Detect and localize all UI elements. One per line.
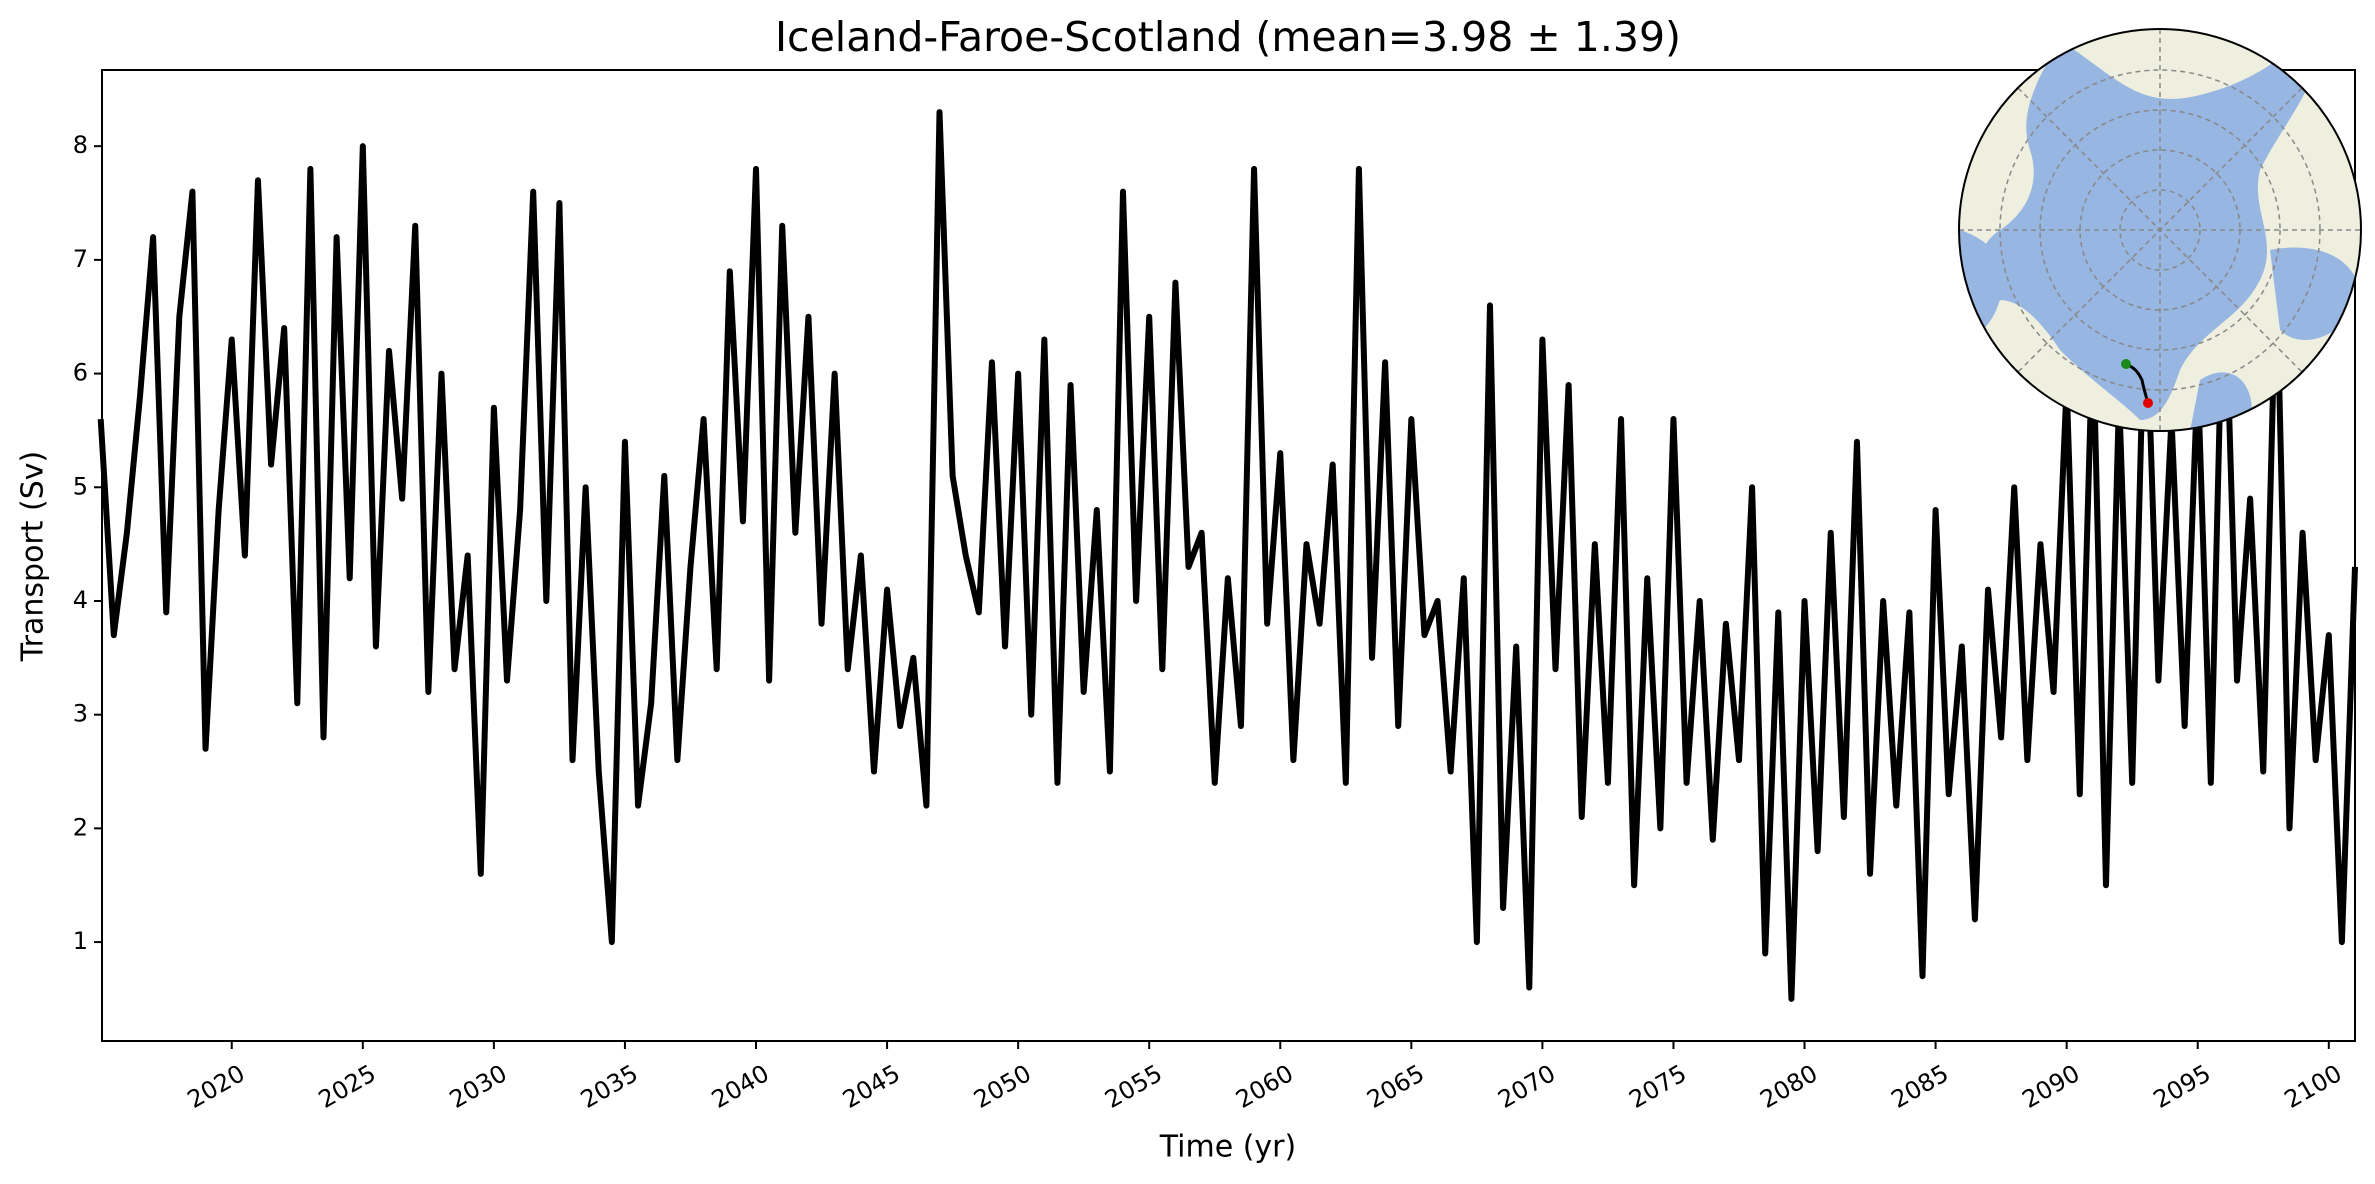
section-line	[2125, 362, 2150, 404]
series-line	[97, 109, 2358, 1002]
x-tick-label: 2075	[1624, 1059, 1691, 1114]
x-tick-label: 2070	[1493, 1059, 1560, 1114]
x-tick-label: 2055	[1100, 1059, 1167, 1114]
chart-title: Iceland-Faroe-Scotland (mean=3.98 ± 1.39…	[775, 13, 1681, 61]
y-axis-label: Transport (Sv)	[16, 451, 51, 663]
y-tick-label: 8	[73, 131, 88, 159]
x-tick-label: 2050	[969, 1059, 1036, 1114]
x-tick-label: 2060	[1231, 1059, 1298, 1114]
x-tick-label: 2045	[838, 1059, 905, 1114]
x-tick-label: 2035	[576, 1059, 643, 1114]
x-tick-label: 2080	[1755, 1059, 1822, 1114]
x-tick-label: 2100	[2280, 1059, 2347, 1114]
x-tick-label: 2085	[1886, 1059, 1953, 1114]
x-axis-label: Time (yr)	[1159, 1130, 1296, 1165]
x-tick-label: 2095	[2149, 1059, 2216, 1114]
x-tick-label: 2040	[707, 1059, 774, 1114]
map-border	[1958, 28, 2362, 432]
map-graticule	[1959, 29, 2361, 431]
y-tick-label: 2	[73, 813, 88, 841]
x-tick-label: 2065	[1362, 1059, 1429, 1114]
x-tick-label: 2020	[183, 1059, 250, 1114]
y-tick-label: 4	[73, 586, 88, 614]
section-start	[2121, 359, 2131, 369]
y-tick-label: 5	[73, 472, 88, 500]
map-inset	[1958, 28, 2362, 432]
y-tick-label: 6	[73, 359, 88, 387]
x-tick-label: 2090	[2018, 1059, 2085, 1114]
axes-frame	[101, 69, 2356, 1042]
section-end	[2143, 398, 2153, 408]
y-tick-label: 3	[73, 700, 88, 728]
x-tick-label: 2030	[445, 1059, 512, 1114]
plot-area	[97, 109, 2358, 1002]
y-tick-label: 7	[73, 245, 88, 273]
y-tick-label: 1	[73, 927, 88, 955]
x-tick-label: 2025	[314, 1059, 381, 1114]
